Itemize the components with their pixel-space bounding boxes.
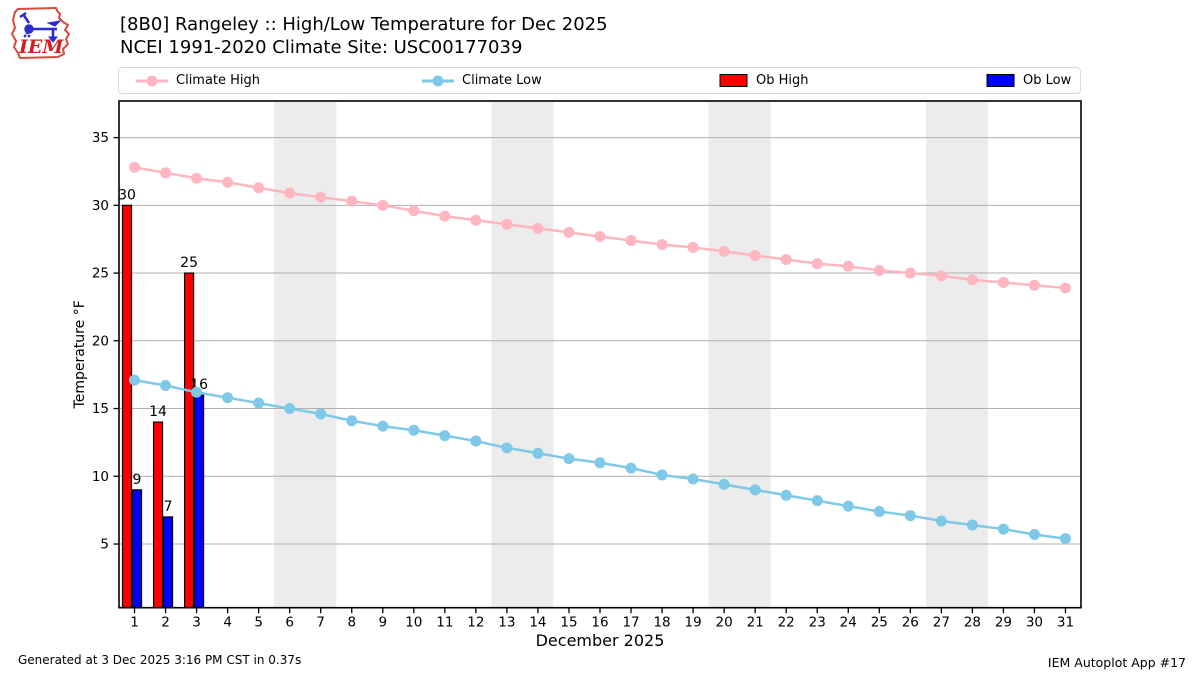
svg-text:29: 29 <box>995 615 1012 631</box>
svg-text:1: 1 <box>130 615 139 631</box>
svg-text:15: 15 <box>560 615 577 631</box>
iem-logo: IEM <box>11 7 70 59</box>
svg-text:2: 2 <box>161 615 170 631</box>
svg-text:3: 3 <box>192 615 201 631</box>
svg-text:24: 24 <box>840 615 857 631</box>
weather-instrument-icon <box>19 11 62 43</box>
app-credit: IEM Autoplot App #17 <box>1047 655 1186 670</box>
legend-item-ob-low: Ob Low <box>986 68 1071 93</box>
svg-text:25: 25 <box>92 266 109 282</box>
svg-text:14: 14 <box>529 615 546 631</box>
legend-item-climate-low: Climate Low <box>421 68 542 93</box>
legend-item-climate-high: Climate High <box>135 68 260 93</box>
svg-text:25: 25 <box>871 615 888 631</box>
svg-text:28: 28 <box>964 615 981 631</box>
chart-legend: Climate High Climate Low Ob High Ob Low <box>118 67 1081 94</box>
svg-text:27: 27 <box>933 615 950 631</box>
climate-low-line-swatch <box>421 74 455 88</box>
legend-label: Climate Low <box>462 73 542 88</box>
svg-text:26: 26 <box>902 615 919 631</box>
svg-text:23: 23 <box>809 615 826 631</box>
svg-text:9: 9 <box>133 472 142 488</box>
svg-text:5: 5 <box>100 537 109 553</box>
svg-text:35: 35 <box>92 130 109 146</box>
svg-text:30: 30 <box>118 187 136 203</box>
legend-label: Ob Low <box>1023 73 1072 88</box>
chart-title-block: [8B0] Rangeley :: High/Low Temperature f… <box>120 13 608 59</box>
svg-text:13: 13 <box>498 615 515 631</box>
svg-text:20: 20 <box>92 333 109 349</box>
svg-text:14: 14 <box>149 404 167 420</box>
svg-text:6: 6 <box>285 615 294 631</box>
svg-text:8: 8 <box>347 615 356 631</box>
generated-timestamp: Generated at 3 Dec 2025 3:16 PM CST in 0… <box>18 653 302 667</box>
svg-text:17: 17 <box>622 615 639 631</box>
svg-text:December 2025: December 2025 <box>536 631 665 650</box>
legend-item-ob-high: Ob High <box>719 68 809 93</box>
svg-text:25: 25 <box>180 255 198 271</box>
svg-text:10: 10 <box>405 615 422 631</box>
svg-text:16: 16 <box>591 615 608 631</box>
chart-subtitle: NCEI 1991-2020 Climate Site: USC00177039 <box>120 37 523 58</box>
svg-text:30: 30 <box>1026 615 1043 631</box>
iem-logo-text: IEM <box>18 36 64 58</box>
svg-text:7: 7 <box>164 499 173 515</box>
svg-text:15: 15 <box>92 401 109 417</box>
svg-text:21: 21 <box>747 615 764 631</box>
legend-label: Climate High <box>176 73 261 88</box>
svg-text:7: 7 <box>316 615 325 631</box>
svg-text:31: 31 <box>1057 615 1074 631</box>
svg-text:Temperature °F: Temperature °F <box>72 300 88 409</box>
svg-text:9: 9 <box>378 615 387 631</box>
chart-title: [8B0] Rangeley :: High/Low Temperature f… <box>120 14 608 35</box>
svg-text:5: 5 <box>254 615 263 631</box>
svg-text:18: 18 <box>653 615 670 631</box>
svg-text:16: 16 <box>190 377 208 393</box>
ob-high-patch-swatch <box>719 73 749 88</box>
svg-text:11: 11 <box>436 615 453 631</box>
svg-text:10: 10 <box>92 469 109 485</box>
legend-label: Ob High <box>756 73 809 88</box>
svg-text:22: 22 <box>778 615 795 631</box>
svg-text:12: 12 <box>467 615 484 631</box>
svg-text:4: 4 <box>223 615 232 631</box>
svg-text:19: 19 <box>685 615 702 631</box>
svg-text:30: 30 <box>92 198 109 214</box>
climate-high-line-swatch <box>135 74 169 88</box>
ob-low-patch-swatch <box>986 73 1016 88</box>
svg-text:20: 20 <box>716 615 733 631</box>
